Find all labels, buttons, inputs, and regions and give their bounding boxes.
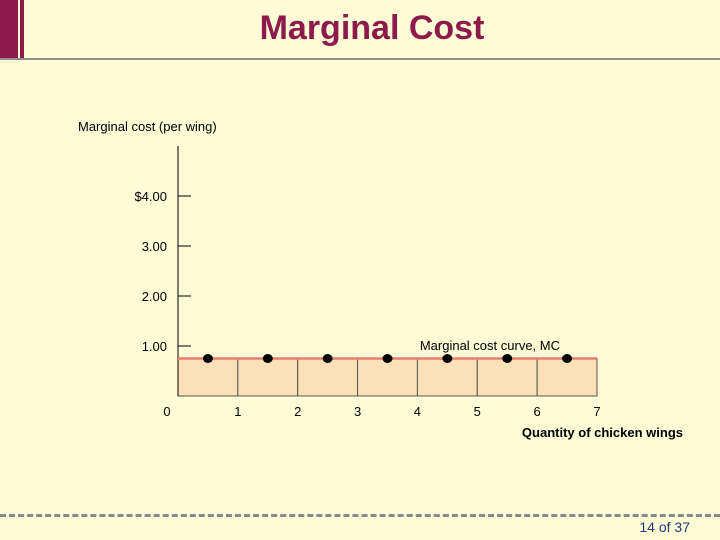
mc-point-3 (322, 354, 333, 363)
mc-point-6 (502, 354, 513, 363)
x-axis-label: Quantity of chicken wings (522, 425, 683, 440)
y-tick-label-3: $4.00 (134, 189, 167, 204)
y-axis-label: Marginal cost (per wing) (78, 119, 217, 134)
mc-points (202, 354, 573, 363)
x-tick-label-4: 4 (414, 404, 421, 419)
cost-bar-3 (297, 358, 359, 397)
title-divider (0, 58, 720, 60)
cost-bar-6 (476, 358, 538, 397)
x-tick-label-3: 3 (354, 404, 361, 419)
y-tick-label-0: 1.00 (142, 339, 167, 354)
x-ticks: 0 1 2 3 4 5 6 7 (163, 404, 600, 419)
y-ticks: 1.00 2.00 3.00 $4.00 (134, 189, 191, 354)
footer-divider (0, 514, 720, 517)
title-accent-stripe (20, 0, 24, 58)
mc-point-7 (562, 354, 573, 363)
slide-title: Marginal Cost (259, 9, 485, 47)
x-tick-label-1: 1 (234, 404, 241, 419)
y-tick-label-1: 2.00 (142, 289, 167, 304)
mc-point-1 (202, 354, 213, 363)
y-tick-label-2: 3.00 (142, 239, 167, 254)
mc-point-4 (382, 354, 393, 363)
x-tick-label-5: 5 (474, 404, 481, 419)
x-tick-label-6: 6 (534, 404, 541, 419)
mc-point-5 (442, 354, 453, 363)
mc-point-2 (262, 354, 273, 363)
cost-bars (177, 358, 598, 397)
page-number: 14 of 37 (639, 519, 690, 535)
cost-bar-2 (237, 358, 299, 397)
cost-bar-4 (357, 358, 418, 397)
cost-bar-5 (416, 358, 478, 397)
x-tick-label-7: 7 (593, 404, 600, 419)
x-tick-label-0: 0 (163, 404, 170, 419)
cost-bar-7 (536, 358, 598, 397)
cost-bar-1 (177, 358, 239, 397)
x-tick-label-2: 2 (294, 404, 301, 419)
title-accent-bar (0, 0, 18, 58)
mc-curve-label: Marginal cost curve, MC (420, 338, 560, 353)
